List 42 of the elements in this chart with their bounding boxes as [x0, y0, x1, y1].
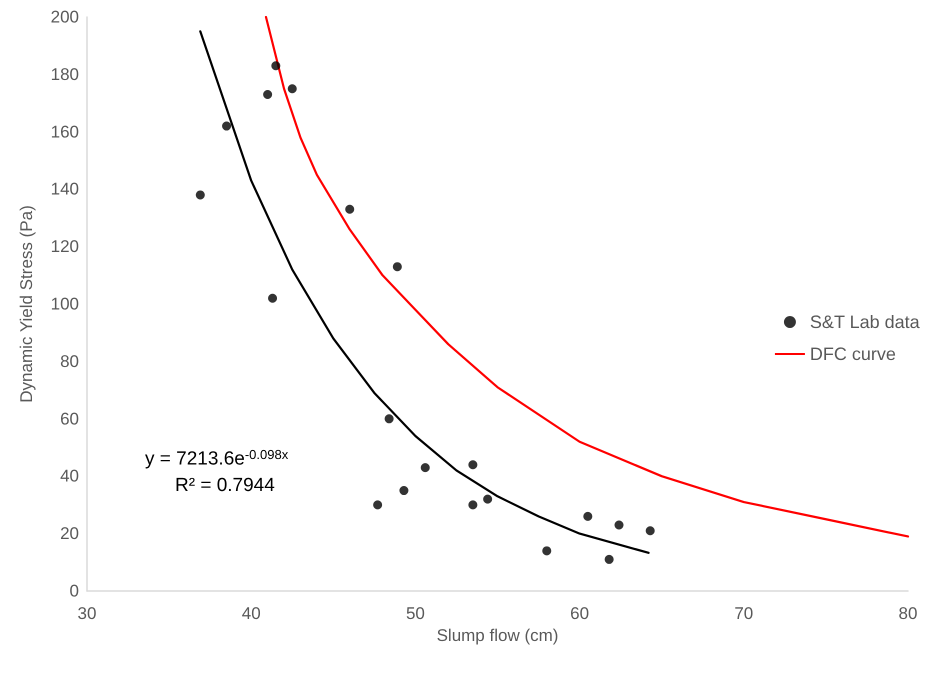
y-tick-label: 80 — [60, 352, 79, 371]
y-tick-label: 40 — [60, 466, 79, 486]
point — [399, 486, 408, 496]
point — [646, 526, 655, 536]
point — [271, 61, 280, 70]
x-tick-label: 60 — [570, 604, 590, 623]
y-tick-label: 120 — [50, 237, 79, 256]
y-tick-label: 0 — [70, 582, 79, 600]
point — [288, 84, 297, 94]
legend-label: DFC curve — [810, 344, 896, 364]
x-axis-title: Slump flow (cm) — [436, 626, 558, 645]
point — [392, 262, 402, 272]
point — [483, 494, 492, 504]
x-tick-label: 70 — [734, 604, 754, 623]
x-tick-label: 80 — [898, 604, 918, 623]
point — [542, 546, 552, 556]
y-tick-label: 180 — [50, 64, 79, 84]
y-tick-label: 20 — [60, 524, 79, 544]
y-tick-label: 160 — [50, 122, 79, 142]
annotation: R² = 0.7944 — [175, 475, 276, 496]
y-tick-label: 100 — [50, 294, 79, 314]
point — [384, 414, 394, 424]
y-axis-title: Dynamic Yield Stress (Pa) — [17, 205, 36, 403]
y-tick-label: 140 — [50, 180, 79, 199]
point — [583, 512, 592, 521]
point — [468, 460, 478, 470]
point — [263, 90, 272, 99]
point — [268, 294, 278, 303]
x-tick-label: 40 — [242, 604, 261, 623]
x-tick-label: 50 — [406, 604, 425, 623]
point — [614, 520, 624, 530]
y-tick-label: 200 — [50, 8, 79, 26]
point — [345, 204, 354, 214]
point — [604, 554, 614, 564]
point — [420, 463, 430, 472]
y-tick-label: 60 — [60, 409, 79, 428]
legend-label: S&T Lab data — [810, 312, 921, 332]
point — [373, 500, 382, 510]
point — [196, 190, 205, 200]
x-tick-label: 30 — [78, 604, 96, 623]
point — [468, 500, 478, 510]
point — [222, 122, 232, 131]
